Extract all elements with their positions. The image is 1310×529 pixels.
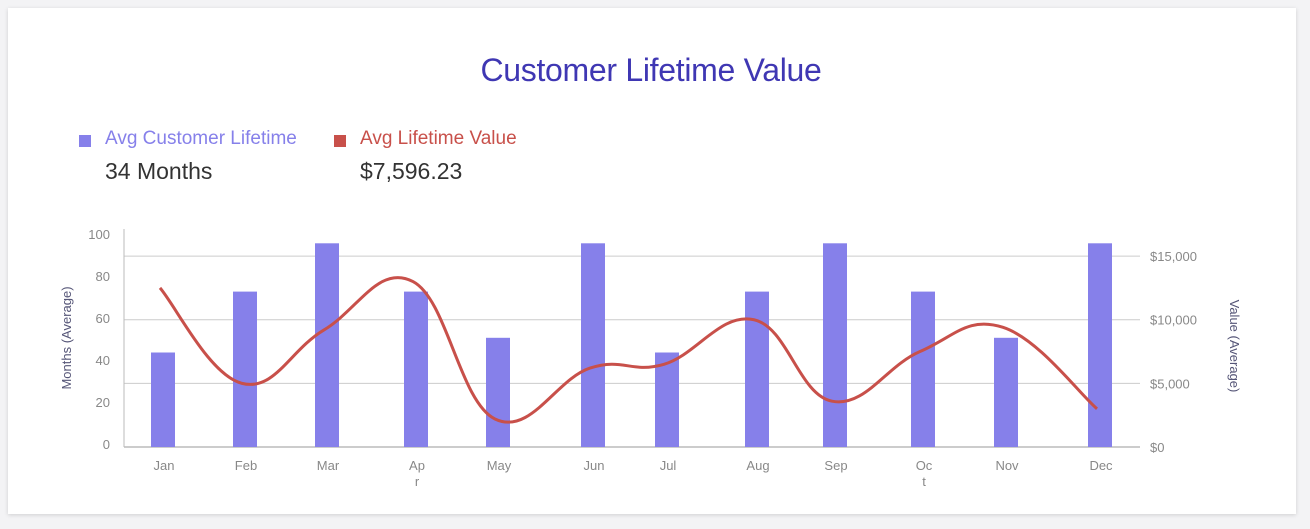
legend-swatch-lifetime-value [334,135,346,147]
x-tick-label: May [487,458,512,473]
y-tick-label: 40 [96,353,110,368]
bar [655,352,679,447]
x-tick-label: Mar [317,458,340,473]
bar [404,291,428,447]
x-tick-label: Jun [584,458,605,473]
bar [151,352,175,447]
legend-value-customer-lifetime: 34 Months [105,158,213,184]
x-tick-label: Aug [746,458,769,473]
y-tick-label: 60 [96,311,110,326]
bar [581,243,605,447]
y-tick-label: 0 [103,437,110,452]
legend-label-lifetime-value: Avg Lifetime Value [360,128,517,149]
x-tick-label: t [922,474,926,489]
chart-card [8,8,1296,514]
legend-label-customer-lifetime: Avg Customer Lifetime [105,128,297,149]
bar [745,291,769,447]
bar [233,291,257,447]
x-tick-label: Ap [409,458,425,473]
y-tick-label: 80 [96,269,110,284]
bar [1088,243,1112,447]
gridlines [124,255,1140,448]
y2-tick-label: $5,000 [1150,376,1190,391]
legend-value-lifetime-value: $7,596.23 [360,158,463,184]
chart-title: Customer Lifetime Value [480,52,822,88]
bar [994,337,1018,447]
y2-axis-title: Value (Average) [1227,300,1242,393]
y2-tick-label: $10,000 [1150,313,1197,328]
series-line [158,276,1098,424]
x-tick-label: Jan [154,458,175,473]
y-axis-title: Months (Average) [59,286,74,389]
y-tick-label: 100 [88,227,110,242]
bar [911,291,935,447]
axes: $15,000 $10,000 $5,000 $0 100 80 60 40 20 0 Jan Feb… [59,227,1242,489]
x-tick-label: Oc [916,458,933,473]
bar [823,243,847,447]
y2-tick-label: $0 [1150,440,1164,455]
legend-swatch-customer-lifetime [79,135,91,147]
line-series [158,276,1098,424]
x-tick-label: Nov [995,458,1019,473]
x-tick-label: Dec [1089,458,1113,473]
y2-tick-label: $15,000 [1150,249,1197,264]
bar [315,243,339,447]
x-tick-label: r [415,474,420,489]
y-tick-label: 20 [96,395,110,410]
bar-series [151,243,1112,447]
bar [486,337,510,447]
x-tick-label: Sep [824,458,847,473]
x-tick-label: Feb [235,458,257,473]
x-tick-label: Jul [660,458,677,473]
